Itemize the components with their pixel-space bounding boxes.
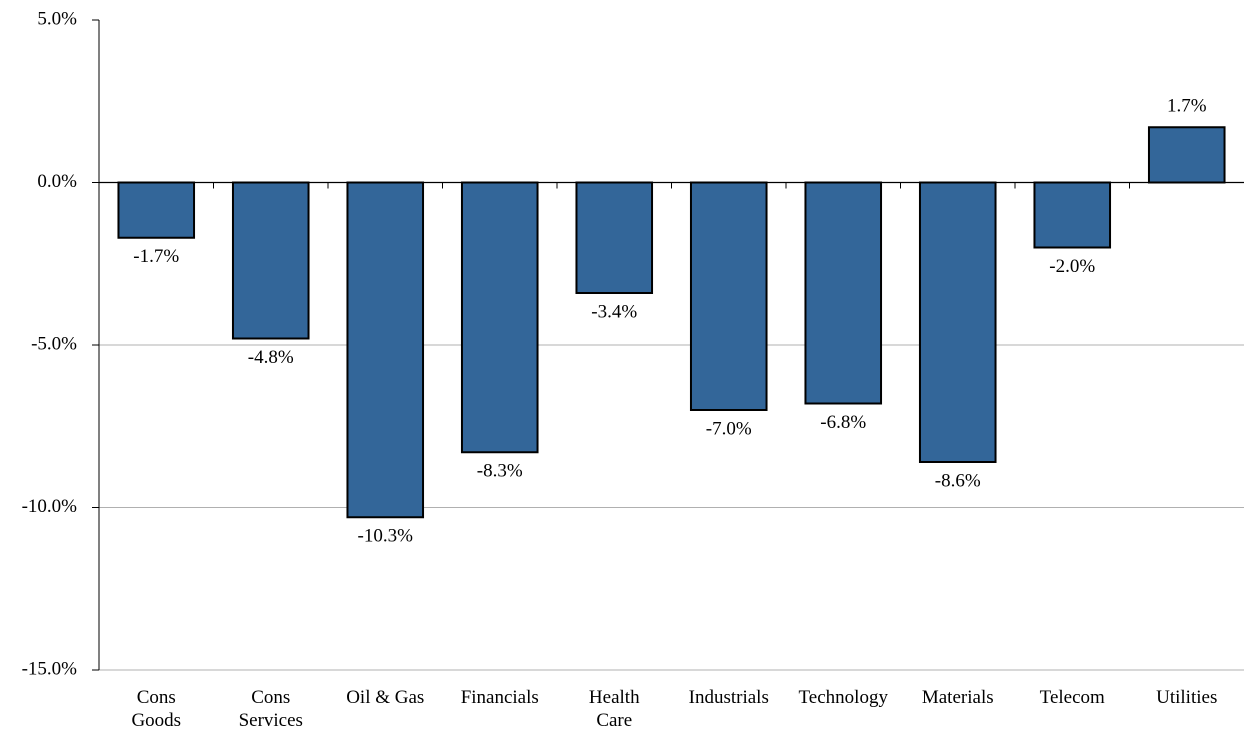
bar: [804, 181, 883, 405]
x-tick-label: Cons Goods: [131, 687, 182, 731]
bar: [117, 181, 196, 239]
y-tick-label: 0.0%: [37, 171, 77, 192]
bar: [231, 181, 310, 340]
y-tick-label: -5.0%: [31, 333, 77, 354]
value-label: -10.3%: [358, 526, 414, 547]
x-tick-label: Health Care: [588, 687, 640, 731]
x-tick-label: Financials: [460, 687, 539, 708]
x-tick-label: Materials: [921, 687, 994, 708]
value-label: -4.8%: [248, 347, 294, 368]
value-label: -6.8%: [820, 412, 866, 433]
value-label: -1.7%: [133, 246, 179, 267]
x-tick-label: Industrials: [688, 687, 769, 708]
value-label: -2.0%: [1049, 256, 1095, 277]
bar: [689, 181, 768, 411]
x-tick-label: Telecom: [1039, 687, 1105, 708]
y-tick-label: 5.0%: [37, 8, 77, 29]
value-label: -8.3%: [477, 461, 523, 482]
bar: [1147, 126, 1226, 184]
x-tick-label: Technology: [798, 687, 888, 708]
value-label: -3.4%: [591, 301, 637, 322]
bar: [918, 181, 997, 463]
value-label: -8.6%: [935, 470, 981, 491]
bar: [460, 181, 539, 454]
bar: [346, 181, 425, 519]
y-tick-label: -15.0%: [22, 658, 78, 679]
value-label: -7.0%: [706, 418, 752, 439]
bar: [575, 181, 654, 294]
value-label: 1.7%: [1167, 96, 1207, 117]
x-tick-label: Oil & Gas: [346, 687, 425, 708]
y-tick-label: -10.0%: [22, 496, 78, 517]
x-tick-label: Cons Services: [238, 687, 303, 731]
x-tick-label: Utilities: [1156, 687, 1218, 708]
bar: [1033, 181, 1112, 249]
